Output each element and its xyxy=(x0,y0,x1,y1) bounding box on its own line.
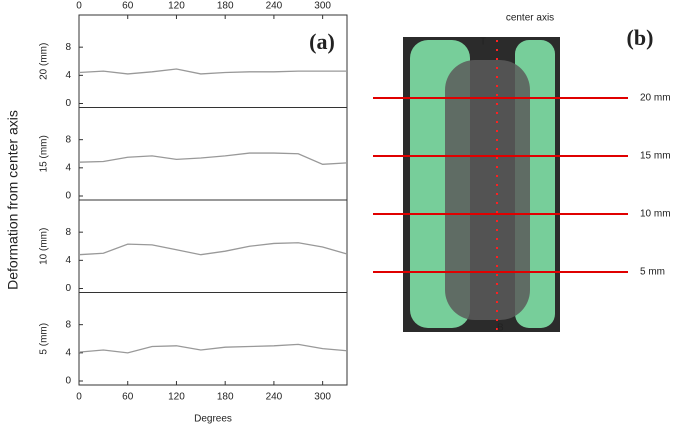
y-tick-label: 4 xyxy=(65,162,71,173)
x-tick-label: 0 xyxy=(76,1,82,12)
level-label: 5 mm xyxy=(640,267,665,278)
data-line xyxy=(78,343,348,354)
plot-frame xyxy=(78,292,348,386)
x-tick-label: 60 xyxy=(122,1,134,12)
core xyxy=(445,60,530,320)
center-axis-label: center axis xyxy=(506,13,554,24)
plot-frame xyxy=(78,199,348,293)
x-tick-label: 300 xyxy=(314,392,331,403)
panel-label: (a) xyxy=(309,29,335,54)
y-axis-label: 10 (mm) xyxy=(39,228,50,265)
y-axis-label: Deformation from center axis xyxy=(5,110,21,290)
level-label: 10 mm xyxy=(640,209,671,220)
data-line xyxy=(78,152,348,165)
bottom-marker: B xyxy=(497,323,504,334)
y-tick-label: 8 xyxy=(65,227,71,238)
y-tick-label: 0 xyxy=(65,191,71,202)
y-tick-label: 8 xyxy=(65,134,71,145)
x-tick-label: 240 xyxy=(266,392,283,403)
y-tick-label: 4 xyxy=(65,255,71,266)
y-tick-label: 4 xyxy=(65,70,71,81)
y-axis-label: 15 (mm) xyxy=(39,135,50,172)
x-tick-label: 0 xyxy=(76,392,82,403)
y-axis-label: 5 (mm) xyxy=(39,323,50,355)
level-label: 15 mm xyxy=(640,151,671,162)
x-tick-label: 120 xyxy=(168,392,185,403)
y-tick-label: 0 xyxy=(65,376,71,387)
y-tick-label: 8 xyxy=(65,42,71,53)
y-tick-label: 0 xyxy=(65,283,71,294)
top-marker: T xyxy=(480,37,486,48)
y-tick-label: 4 xyxy=(65,347,71,358)
plot-frame xyxy=(78,107,348,201)
level-label: 20 mm xyxy=(640,93,671,104)
data-line xyxy=(78,68,347,75)
data-line xyxy=(78,242,348,256)
x-tick-label: 60 xyxy=(122,392,134,403)
x-axis-label: Degrees xyxy=(194,414,232,425)
x-tick-label: 180 xyxy=(217,1,234,12)
x-tick-label: 120 xyxy=(168,1,185,12)
y-tick-label: 0 xyxy=(65,98,71,109)
x-tick-label: 300 xyxy=(314,1,331,12)
plot-frame xyxy=(78,14,348,108)
x-tick-label: 240 xyxy=(266,1,283,12)
x-tick-label: 180 xyxy=(217,392,234,403)
y-tick-label: 8 xyxy=(65,319,71,330)
y-axis-label: 20 (mm) xyxy=(39,43,50,80)
panel-label: (b) xyxy=(627,25,654,50)
micrograph: T B xyxy=(403,37,560,334)
